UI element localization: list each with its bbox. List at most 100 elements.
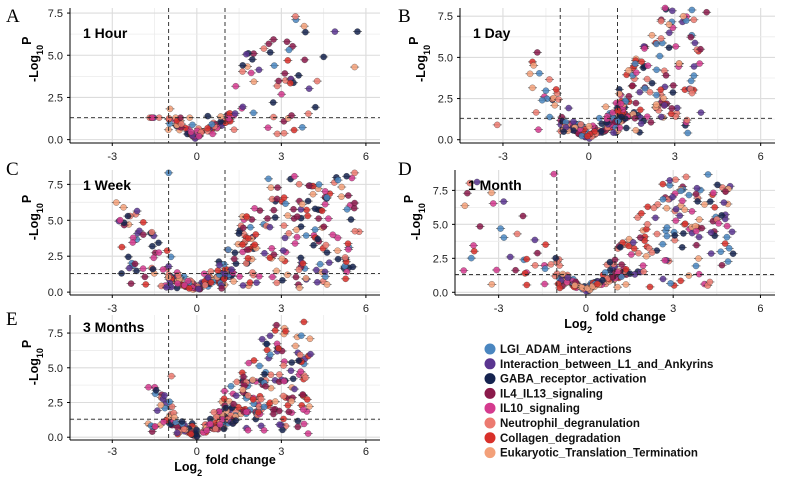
y-tick-label: 2.5 [48, 251, 63, 263]
gene-point [532, 109, 540, 116]
gene-point [295, 180, 303, 188]
gene-point [351, 227, 359, 235]
y-axis-title: -Log10P [402, 195, 427, 240]
gene-point [529, 84, 536, 92]
gene-point [636, 88, 643, 96]
x-tick-label: 3 [278, 446, 284, 458]
gene-point [274, 130, 281, 138]
gene-point [628, 251, 635, 258]
gene-point [173, 429, 181, 437]
x-tick-label: 0 [583, 303, 589, 315]
x-tick-label: 3 [670, 303, 676, 315]
y-tick-label: 2.5 [438, 94, 453, 106]
gene-point [497, 225, 504, 232]
gene-point [643, 75, 651, 83]
gene-point [652, 214, 659, 222]
gene-point [251, 241, 258, 248]
gene-point [614, 268, 621, 276]
gene-point [216, 261, 223, 269]
gene-point [523, 281, 530, 289]
gene-point [653, 91, 660, 99]
gene-point [681, 220, 689, 227]
gene-point [338, 183, 345, 191]
gene-point [644, 220, 651, 228]
gene-point [269, 99, 277, 106]
gene-point [275, 407, 283, 415]
gene-point [692, 262, 700, 270]
y-tick-label: 7.5 [48, 8, 63, 20]
gene-point [148, 228, 156, 236]
panel-letter: B [398, 6, 411, 27]
panel-1-hour: -3 0 3 6 0.0 2.5 5.0 7.5 A 1 Hour -Log10P [6, 6, 380, 163]
gene-point [662, 72, 670, 79]
gene-point [639, 262, 647, 269]
gene-point [244, 392, 252, 399]
gene-point [290, 126, 298, 134]
gene-point [725, 245, 733, 252]
gene-point [322, 241, 330, 249]
gene-point [461, 202, 469, 209]
legend-swatch [484, 373, 496, 385]
gene-point [267, 49, 274, 56]
x-tick-label: 6 [363, 303, 369, 315]
gene-point [145, 383, 152, 391]
gene-point [538, 97, 546, 104]
gene-point [253, 279, 260, 286]
gene-point [149, 265, 157, 273]
gene-point [638, 58, 645, 65]
gene-point [278, 90, 285, 98]
gene-point [648, 32, 656, 39]
gene-point [334, 234, 341, 242]
gene-point [695, 233, 703, 241]
gene-point [693, 227, 700, 235]
gene-point [180, 425, 188, 433]
gene-point [711, 204, 718, 211]
gene-point [239, 241, 246, 248]
panel-letter: D [398, 159, 412, 180]
x-tick-label: 6 [363, 151, 369, 163]
gene-point [514, 230, 521, 238]
gene-point [476, 223, 484, 230]
gene-point [464, 189, 471, 197]
gene-point [131, 260, 139, 268]
gene-point [279, 277, 286, 284]
gene-point [294, 213, 301, 220]
gene-point [663, 204, 670, 212]
gene-point [266, 254, 274, 262]
gene-point [280, 247, 287, 254]
gene-point [614, 107, 622, 115]
gene-point [715, 220, 722, 227]
gene-point [632, 127, 640, 134]
gene-point [290, 206, 297, 213]
gene-point [264, 215, 271, 222]
gene-point [204, 112, 212, 120]
y-tick-label: 7.5 [48, 179, 63, 191]
gene-point [701, 201, 708, 208]
gene-point [243, 213, 250, 220]
y-tick-label: 5.0 [48, 363, 63, 375]
gene-point [225, 115, 233, 122]
gene-point [249, 56, 256, 63]
gene-point [657, 17, 665, 25]
gene-point [302, 275, 310, 282]
gene-point [351, 63, 358, 71]
gene-point [659, 180, 666, 188]
gene-point [468, 254, 475, 262]
gene-point [653, 230, 661, 238]
gene-point [521, 270, 529, 277]
gene-point [193, 433, 201, 440]
gene-point [720, 199, 728, 206]
gene-point [285, 408, 293, 416]
gene-point [354, 28, 361, 35]
gene-point [304, 430, 312, 437]
gene-point [343, 268, 351, 276]
x-axis-title: Log2 fold change [174, 453, 276, 478]
gene-point [266, 332, 274, 340]
gene-point [542, 87, 550, 94]
gene-point [644, 62, 652, 69]
gene-point [273, 195, 281, 203]
gene-point [307, 350, 314, 358]
gene-point [174, 280, 181, 287]
gene-point [120, 204, 127, 211]
gene-point [625, 242, 633, 250]
